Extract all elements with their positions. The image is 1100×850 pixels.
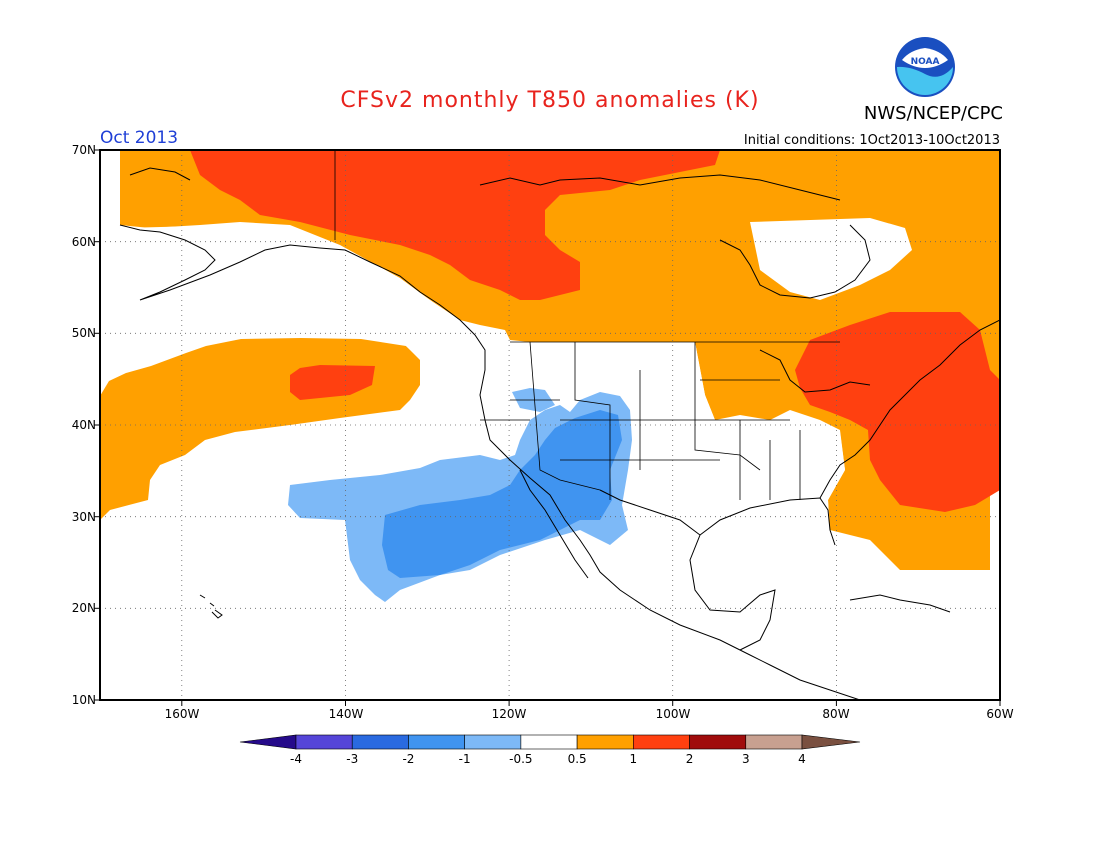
- noaa-logo-icon: NOAA: [895, 37, 955, 97]
- colorbar-label: 1: [629, 752, 638, 766]
- colorbar: [239, 734, 861, 750]
- lat-label: 30N: [71, 510, 96, 524]
- initial-conditions: Initial conditions: 1Oct2013-10Oct2013: [743, 133, 1000, 148]
- lon-label: 120W: [491, 707, 527, 721]
- coastlines: [119, 167, 1000, 700]
- graticule: [100, 150, 1000, 700]
- svg-text:NOAA: NOAA: [911, 57, 940, 67]
- colorbar-label: -3: [346, 752, 359, 766]
- lon-label: 80W: [822, 707, 850, 721]
- colorbar-swatch: [745, 734, 803, 750]
- colorbar-label: 2: [685, 752, 694, 766]
- political-borders: [334, 150, 840, 500]
- lat-label: 50N: [71, 326, 96, 340]
- colorbar-arrow-low: [239, 734, 297, 750]
- colorbar-swatch: [633, 734, 690, 750]
- lon-label: 100W: [655, 707, 691, 721]
- moderate-cool-anomaly-regions: [382, 410, 622, 578]
- colorbar-label: -1: [458, 752, 471, 766]
- lat-label: 70N: [71, 143, 96, 157]
- lat-label: 20N: [71, 601, 96, 615]
- chart-title: CFSv2 monthly T850 anomalies (K): [340, 88, 760, 113]
- lon-label: 140W: [328, 707, 364, 721]
- colorbar-label: -4: [290, 752, 302, 766]
- colorbar-swatch: [464, 734, 522, 750]
- lon-label: 160W: [164, 707, 200, 721]
- colorbar-label: 3: [741, 752, 750, 766]
- lon-label: 60W: [986, 707, 1014, 721]
- lat-label: 40N: [71, 418, 96, 432]
- colorbar-label: -2: [402, 752, 415, 766]
- colorbar-swatch: [351, 734, 409, 750]
- colorbar-swatch: [295, 734, 353, 750]
- organization-label: NWS/NCEP/CPC: [863, 103, 1003, 124]
- colorbar-label: 4: [798, 752, 806, 766]
- colorbar-swatch: [520, 734, 578, 750]
- axis-ticks: [94, 149, 1001, 706]
- forecast-period: Oct 2013: [100, 128, 179, 148]
- colorbar-swatch: [689, 734, 747, 750]
- colorbar-swatch: [576, 734, 634, 750]
- colorbar-arrow-high: [801, 734, 861, 750]
- lat-label: 10N: [71, 693, 96, 707]
- colorbar-label: 0.5: [567, 752, 587, 766]
- lat-label: 60N: [71, 235, 96, 249]
- colorbar-swatch: [408, 734, 465, 750]
- colorbar-label: -0.5: [509, 752, 533, 766]
- strong-warm-anomaly-regions: [190, 150, 1000, 512]
